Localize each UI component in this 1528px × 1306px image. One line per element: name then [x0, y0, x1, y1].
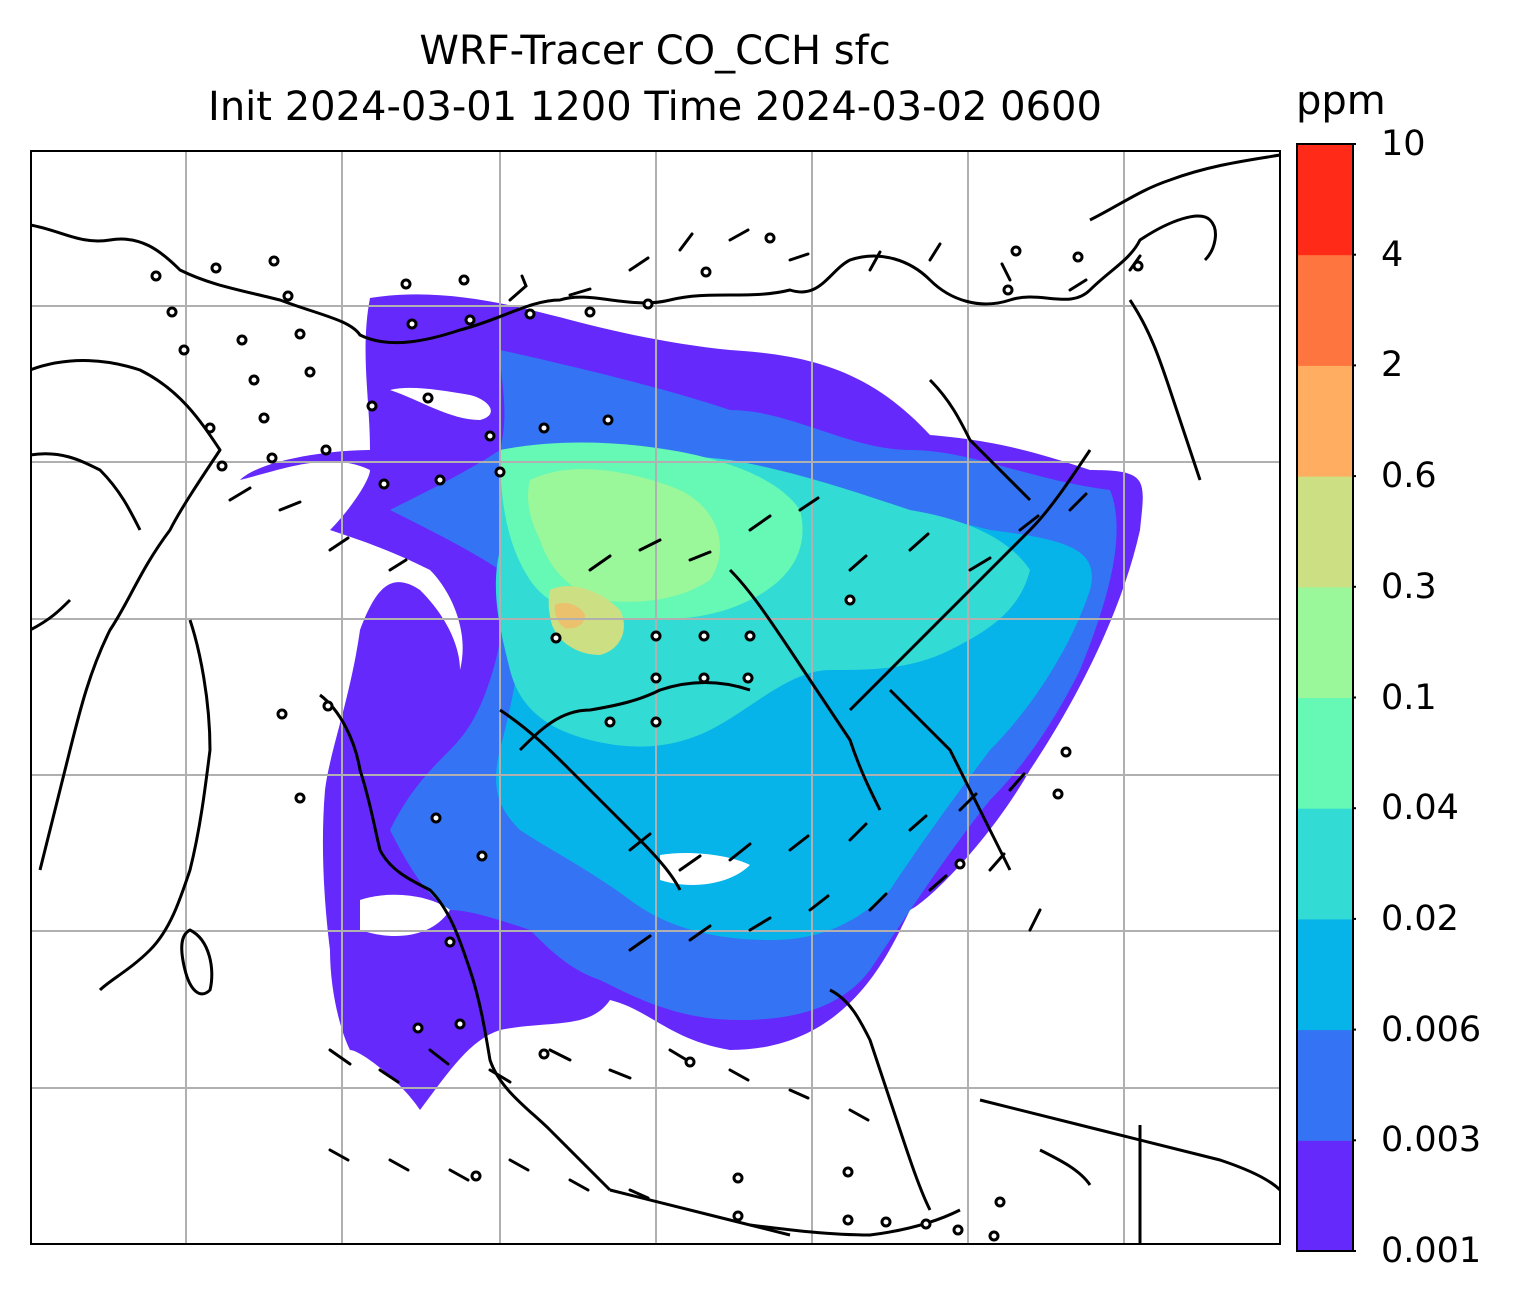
colorbar-band-0.02-0.04: [1297, 808, 1353, 920]
gridlines: [30, 150, 1280, 1244]
colorbar-tick-label: 0.006: [1381, 1009, 1482, 1050]
tracer-band-0.1: [528, 469, 720, 602]
colorbar-tick-label: 0.04: [1381, 788, 1459, 829]
colorbar-band-0.1-0.3: [1297, 586, 1353, 698]
colorbar-tick-label: 0.02: [1381, 898, 1459, 939]
colorbar-band-2-4: [1297, 254, 1353, 366]
wind-barbs: [228, 228, 1142, 1200]
coastlines: [30, 153, 1280, 1244]
colorbar: [1296, 143, 1356, 1252]
colorbar-tick-label: 0.1: [1381, 677, 1437, 718]
colorbar-tick-label: 0.3: [1381, 566, 1437, 607]
colorbar-tick-label: 4: [1381, 234, 1404, 275]
colorbar-band-0.006-0.02: [1297, 918, 1353, 1031]
map-title-line-2: Init 2024-03-01 1200 Time 2024-03-02 060…: [208, 84, 1102, 130]
colorbar-tick-label: 0.003: [1381, 1120, 1482, 1161]
colorbar-band-0.6-2: [1297, 365, 1353, 477]
colorbar-units-label: ppm: [1296, 78, 1386, 124]
colorbar-band-0.001-0.003: [1297, 1140, 1353, 1252]
colorbar-band-4-10: [1297, 144, 1353, 256]
colorbar-tick-label: 2: [1381, 345, 1404, 386]
tracer-band-0.6: [554, 603, 585, 629]
map-panel: [30, 150, 1281, 1245]
colorbar-tick-label: 0.001: [1381, 1231, 1482, 1271]
colorbar-tick-label: 10: [1381, 124, 1426, 164]
map-frame: [30, 150, 1281, 1245]
map-title-line-1: WRF-Tracer CO_CCH sfc: [419, 28, 891, 74]
colorbar-band-0.003-0.006: [1297, 1029, 1353, 1141]
colorbar-band-0.04-0.1: [1297, 697, 1353, 809]
calm-wind-markers: [150, 232, 1144, 1242]
colorbar-tick-label: 0.6: [1381, 456, 1437, 497]
colorbar-band-0.3-0.6: [1297, 476, 1353, 588]
tracer-band-0.3: [548, 586, 624, 655]
